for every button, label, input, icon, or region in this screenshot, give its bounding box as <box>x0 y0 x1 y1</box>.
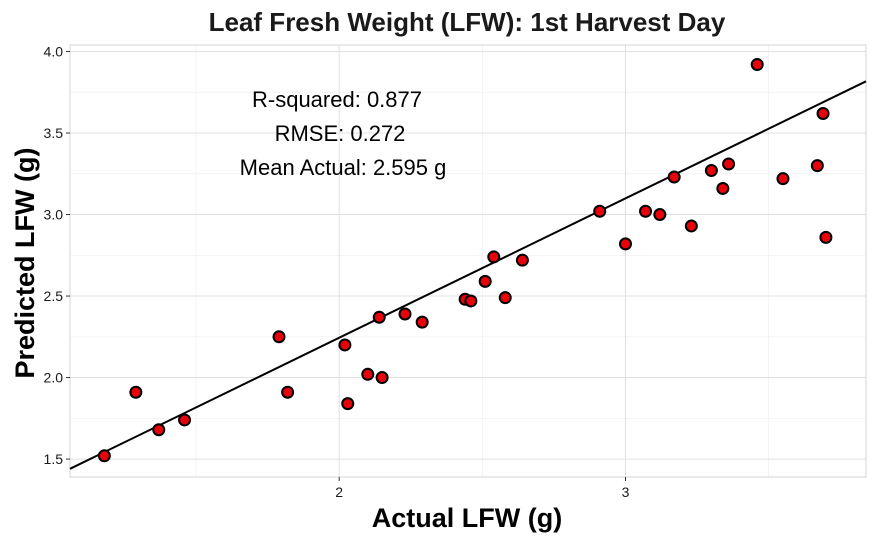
grid <box>70 45 866 477</box>
y-tick-label: 1.5 <box>44 451 64 467</box>
data-point <box>810 159 824 173</box>
y-tick-label: 2.5 <box>44 288 64 304</box>
y-tick-label: 4.0 <box>44 44 64 60</box>
data-point <box>178 413 192 427</box>
data-point <box>398 307 412 321</box>
x-tick-label: 3 <box>622 484 630 500</box>
data-point <box>97 449 111 463</box>
data-point <box>593 204 607 218</box>
data-point <box>152 423 166 437</box>
data-point <box>639 204 653 218</box>
data-points <box>97 58 833 463</box>
data-point <box>667 170 681 184</box>
y-axis-label: Predicted LFW (g) <box>10 148 40 379</box>
data-point <box>722 157 736 171</box>
data-point <box>704 164 718 178</box>
data-point <box>684 219 698 233</box>
y-tick-label: 2.0 <box>44 370 64 386</box>
data-point <box>338 338 352 352</box>
annotation-mean-actual: Mean Actual: 2.595 g <box>240 155 447 180</box>
data-point <box>129 385 143 399</box>
data-point <box>478 274 492 288</box>
annotation-rmse: RMSE: 0.272 <box>275 121 406 146</box>
annotation-r-squared: R-squared: 0.877 <box>252 87 422 112</box>
y-tick-label: 3.5 <box>44 125 64 141</box>
data-point <box>341 397 355 411</box>
data-point <box>819 230 833 244</box>
regression-line <box>69 80 867 470</box>
data-point <box>618 237 632 251</box>
data-point <box>750 58 764 72</box>
data-point <box>498 291 512 305</box>
data-point <box>372 310 386 324</box>
data-point <box>375 371 389 385</box>
data-point <box>487 250 501 264</box>
data-point <box>464 294 478 308</box>
data-point <box>515 253 529 267</box>
data-point <box>816 106 830 120</box>
data-point <box>361 367 375 381</box>
fit-line-group <box>69 80 867 470</box>
data-point <box>415 315 429 329</box>
data-point <box>281 385 295 399</box>
axis-ticks: 2 3 1.5 2.0 2.5 3.0 3.5 4.0 <box>44 44 630 500</box>
data-point <box>272 330 286 344</box>
x-tick-label: 2 <box>335 484 343 500</box>
data-point <box>776 172 790 186</box>
chart-title: Leaf Fresh Weight (LFW): 1st Harvest Day <box>209 7 726 37</box>
x-axis-label: Actual LFW (g) <box>372 503 562 533</box>
data-point <box>653 208 667 222</box>
y-tick-label: 3.0 <box>44 207 64 223</box>
data-point <box>716 181 730 195</box>
plot-panel-border <box>69 44 867 478</box>
